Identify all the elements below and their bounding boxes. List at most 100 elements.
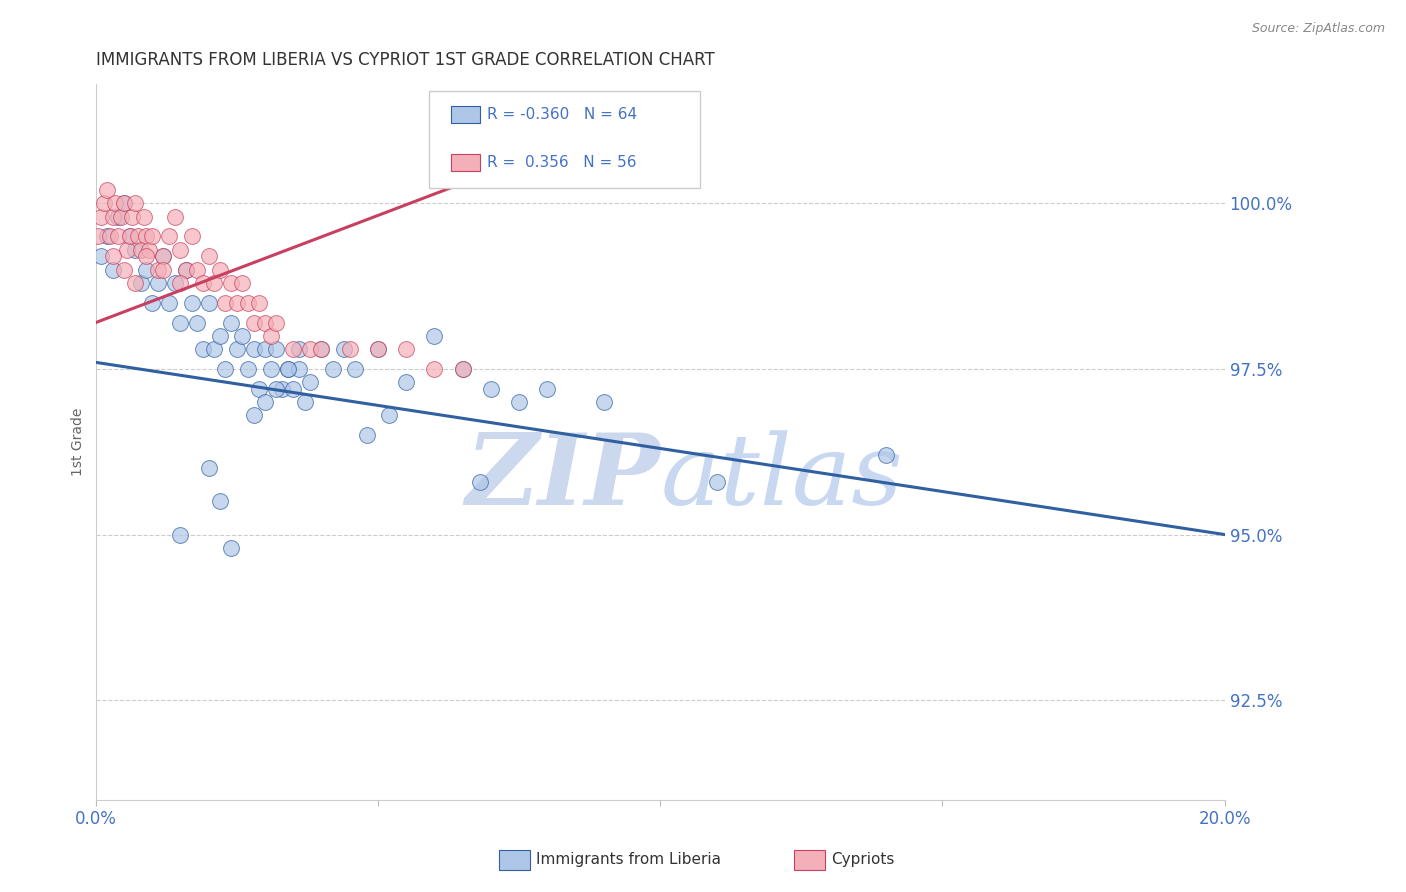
Point [242, 409, 264, 423]
Point [112, 196, 135, 211]
Point [219, 541, 242, 555]
Point [197, 461, 219, 475]
Point [163, 276, 186, 290]
Point [242, 316, 264, 330]
Point [107, 210, 129, 224]
Point [135, 249, 157, 263]
Point [214, 295, 236, 310]
Point [508, 395, 530, 409]
Point [706, 475, 728, 489]
Text: R = -0.360   N = 64: R = -0.360 N = 64 [488, 107, 637, 121]
Point [174, 262, 197, 277]
Point [197, 295, 219, 310]
Point [395, 375, 418, 389]
Point [231, 329, 253, 343]
Point [112, 262, 135, 277]
Point [260, 362, 283, 376]
Point [101, 262, 124, 277]
Point [592, 395, 614, 409]
Point [135, 262, 157, 277]
FancyBboxPatch shape [429, 91, 700, 188]
Point [479, 382, 502, 396]
Text: atlas: atlas [661, 430, 903, 525]
Point [288, 362, 311, 376]
Point [214, 362, 236, 376]
Point [277, 362, 299, 376]
Text: R =  0.356   N = 56: R = 0.356 N = 56 [488, 154, 637, 169]
Point [96, 183, 118, 197]
Point [242, 342, 264, 356]
Point [186, 262, 208, 277]
Point [124, 276, 146, 290]
Point [322, 362, 344, 376]
Point [344, 362, 367, 376]
Point [93, 196, 115, 211]
Point [191, 276, 214, 290]
Point [536, 382, 558, 396]
Point [277, 362, 299, 376]
Point [90, 210, 112, 224]
Point [236, 295, 259, 310]
Point [875, 448, 897, 462]
Point [236, 362, 259, 376]
Point [152, 249, 174, 263]
Point [146, 276, 169, 290]
Point [253, 395, 276, 409]
Point [225, 342, 247, 356]
Point [197, 249, 219, 263]
Point [395, 342, 418, 356]
Point [87, 229, 110, 244]
Point [98, 229, 121, 244]
Point [157, 295, 180, 310]
Point [107, 229, 129, 244]
Point [339, 342, 361, 356]
Point [378, 409, 401, 423]
Point [271, 382, 294, 396]
Text: IMMIGRANTS FROM LIBERIA VS CYPRIOT 1ST GRADE CORRELATION CHART: IMMIGRANTS FROM LIBERIA VS CYPRIOT 1ST G… [96, 51, 714, 69]
Point [231, 276, 253, 290]
Point [157, 229, 180, 244]
Text: Source: ZipAtlas.com: Source: ZipAtlas.com [1251, 22, 1385, 36]
Text: Immigrants from Liberia: Immigrants from Liberia [536, 853, 721, 867]
Point [152, 262, 174, 277]
Point [253, 316, 276, 330]
Point [367, 342, 389, 356]
Point [202, 276, 225, 290]
Point [356, 428, 378, 442]
Point [180, 295, 202, 310]
Bar [451, 153, 479, 171]
Point [260, 329, 283, 343]
Point [104, 196, 127, 211]
Point [367, 342, 389, 356]
Point [202, 342, 225, 356]
Point [146, 262, 169, 277]
Point [423, 362, 446, 376]
Point [141, 229, 163, 244]
Point [423, 329, 446, 343]
Point [219, 276, 242, 290]
Point [96, 229, 118, 244]
Point [266, 316, 288, 330]
Point [169, 316, 191, 330]
Point [266, 382, 288, 396]
Point [124, 196, 146, 211]
Point [141, 295, 163, 310]
Point [247, 382, 270, 396]
Point [169, 243, 191, 257]
Point [101, 249, 124, 263]
Point [135, 229, 157, 244]
Point [169, 276, 191, 290]
Point [208, 329, 231, 343]
Point [468, 475, 491, 489]
Point [294, 395, 316, 409]
Point [283, 382, 305, 396]
Point [186, 316, 208, 330]
Point [311, 342, 333, 356]
Point [208, 494, 231, 508]
Point [208, 262, 231, 277]
Point [225, 295, 247, 310]
Point [283, 342, 305, 356]
Point [127, 229, 149, 244]
Y-axis label: 1st Grade: 1st Grade [72, 408, 86, 476]
Point [129, 276, 152, 290]
